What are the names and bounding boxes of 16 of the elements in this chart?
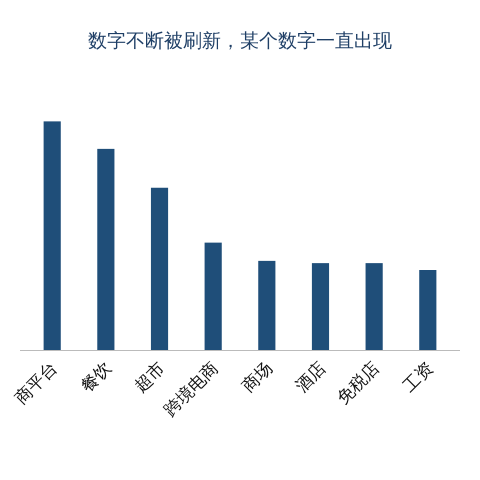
x-tick-label: 工资 — [399, 358, 438, 396]
x-tick-label: 酒店 — [292, 358, 330, 396]
bar — [204, 242, 222, 350]
bar — [366, 263, 383, 350]
bar — [258, 260, 276, 350]
x-tick-label: 超市 — [130, 358, 170, 396]
bar — [150, 188, 168, 350]
bar — [44, 121, 61, 350]
bar — [419, 270, 436, 350]
x-tick-label: 商平台 — [12, 358, 62, 409]
x-tick-label: 免税店 — [333, 358, 384, 409]
x-tick-label: 商场 — [238, 358, 276, 396]
bar — [97, 148, 114, 350]
bar — [312, 263, 330, 350]
chart-title: 数字不断被刷新，某个数字一直出现 — [88, 30, 392, 52]
x-tick-label: 餐饮 — [77, 358, 116, 396]
